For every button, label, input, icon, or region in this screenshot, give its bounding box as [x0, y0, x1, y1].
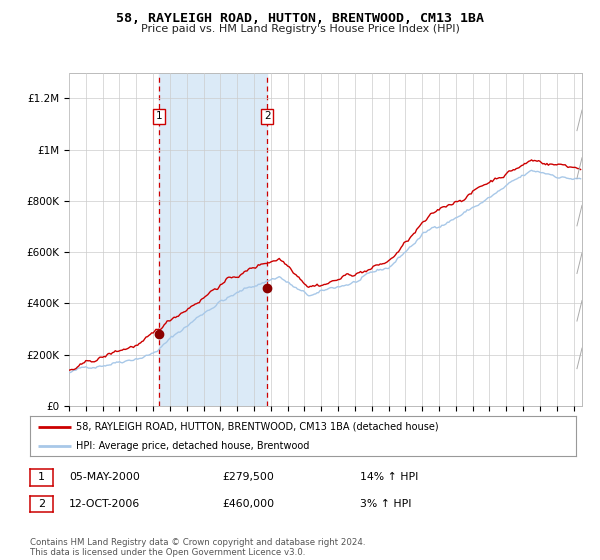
- Text: Contains HM Land Registry data © Crown copyright and database right 2024.
This d: Contains HM Land Registry data © Crown c…: [30, 538, 365, 557]
- Text: HPI: Average price, detached house, Brentwood: HPI: Average price, detached house, Bren…: [76, 441, 310, 450]
- Text: £279,500: £279,500: [222, 472, 274, 482]
- Text: 3% ↑ HPI: 3% ↑ HPI: [360, 499, 412, 509]
- Text: 05-MAY-2000: 05-MAY-2000: [69, 472, 140, 482]
- Text: 58, RAYLEIGH ROAD, HUTTON, BRENTWOOD, CM13 1BA (detached house): 58, RAYLEIGH ROAD, HUTTON, BRENTWOOD, CM…: [76, 422, 439, 432]
- Text: 12-OCT-2006: 12-OCT-2006: [69, 499, 140, 509]
- Text: 2: 2: [38, 499, 45, 509]
- Text: 1: 1: [38, 472, 45, 482]
- Bar: [159, 73, 268, 406]
- Text: £460,000: £460,000: [222, 499, 274, 509]
- Text: 1: 1: [156, 111, 163, 122]
- Text: 2: 2: [264, 111, 271, 122]
- Text: Price paid vs. HM Land Registry's House Price Index (HPI): Price paid vs. HM Land Registry's House …: [140, 24, 460, 34]
- Text: 58, RAYLEIGH ROAD, HUTTON, BRENTWOOD, CM13 1BA: 58, RAYLEIGH ROAD, HUTTON, BRENTWOOD, CM…: [116, 12, 484, 25]
- Text: 14% ↑ HPI: 14% ↑ HPI: [360, 472, 418, 482]
